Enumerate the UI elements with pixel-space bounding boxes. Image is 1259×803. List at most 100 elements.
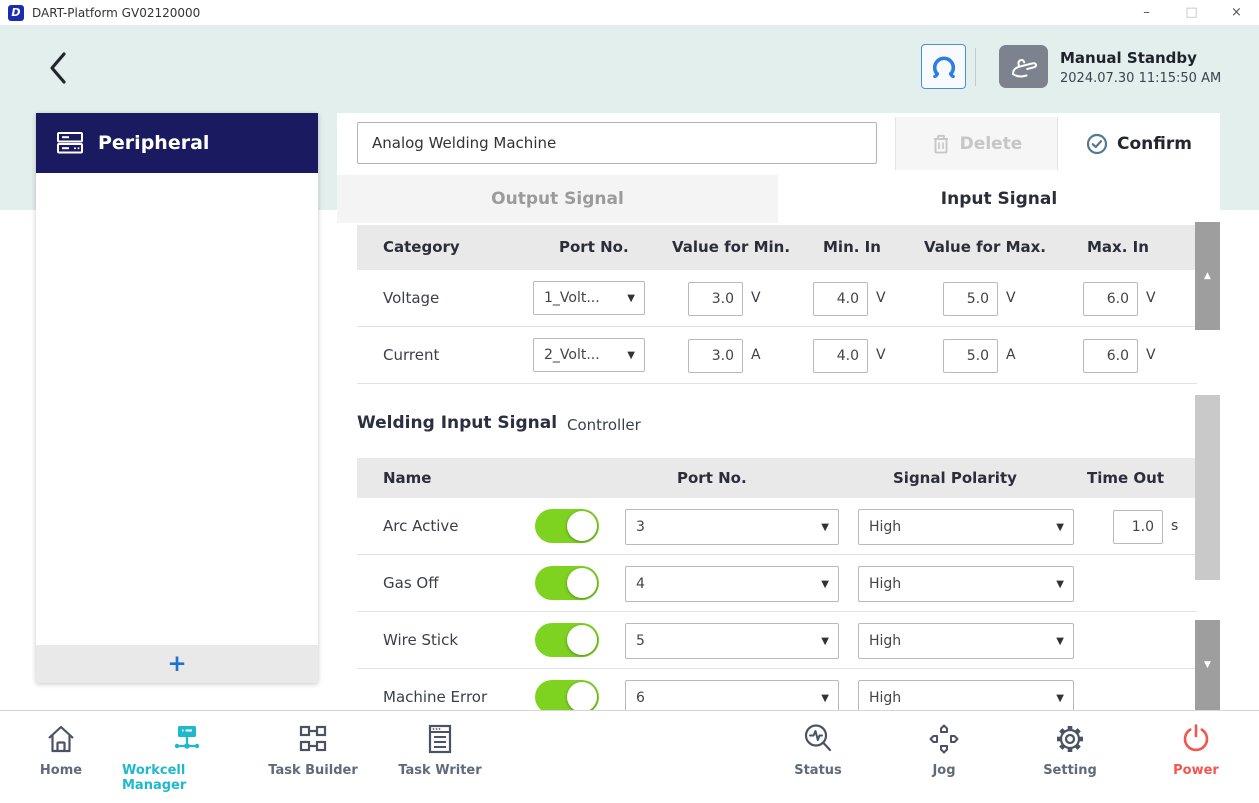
min-in-input[interactable]: 4.0 (813, 282, 868, 316)
nav-workcell-manager[interactable]: Workcell Manager (122, 721, 252, 799)
dropdown-value: 3 (636, 519, 645, 535)
gas-off-port-dropdown[interactable]: 4 ▼ (625, 566, 839, 602)
max-in-input[interactable]: 6.0 (1083, 282, 1138, 316)
nav-setting[interactable]: Setting (1005, 721, 1135, 799)
signal-name-label: Arc Active (383, 517, 459, 535)
col-value-max: Value for Max. (924, 238, 1046, 256)
add-peripheral-button[interactable]: + (36, 645, 318, 683)
min-in-input[interactable]: 4.0 (813, 339, 868, 373)
unit-label: V (876, 290, 886, 306)
gas-off-polarity-dropdown[interactable]: High ▼ (858, 566, 1074, 602)
robot-status-label: Manual Standby (1060, 49, 1197, 67)
wire-stick-polarity-dropdown[interactable]: High ▼ (858, 623, 1074, 659)
col-signal-polarity: Signal Polarity (893, 469, 1017, 487)
minimize-button[interactable]: – (1143, 5, 1150, 20)
machine-error-toggle[interactable] (535, 680, 599, 710)
sidebar-title: Peripheral (98, 132, 210, 154)
max-in-input[interactable]: 6.0 (1083, 339, 1138, 373)
nav-task-writer[interactable]: Task Writer (375, 721, 505, 799)
nav-label: Jog (932, 763, 956, 778)
unit-label: V (1146, 347, 1156, 363)
arc-active-port-dropdown[interactable]: 3 ▼ (625, 509, 839, 545)
plus-icon: + (167, 650, 187, 677)
close-button[interactable]: × (1231, 5, 1242, 20)
window-controls: – □ × (1124, 0, 1259, 25)
main-panel: Delete Confirm Output Signal Input Signa… (337, 113, 1220, 710)
tab-input-signal[interactable]: Input Signal (778, 175, 1220, 223)
dropdown-value: 5 (636, 633, 645, 649)
nav-power[interactable]: Power (1131, 721, 1259, 799)
category-label: Voltage (383, 289, 440, 307)
sidebar-item-peripheral[interactable]: Peripheral (36, 113, 318, 173)
maximize-button[interactable]: □ (1185, 5, 1198, 20)
delete-label: Delete (959, 133, 1023, 154)
value-for-min-input[interactable]: 3.0 (688, 339, 743, 373)
manual-mode-badge (999, 45, 1048, 88)
delete-button[interactable]: Delete (895, 117, 1057, 170)
machine-error-port-dropdown[interactable]: 6 ▼ (625, 680, 839, 710)
col-port: Port No. (559, 238, 629, 256)
robot-gripper-button[interactable] (921, 44, 966, 89)
bottom-navigation: Home Workcell Manager (0, 710, 1259, 803)
wire-stick-toggle[interactable] (535, 623, 599, 657)
chevron-down-icon: ▼ (821, 578, 829, 590)
confirm-button[interactable]: Confirm (1057, 117, 1220, 170)
jog-icon (929, 724, 959, 754)
col-category: Category (383, 238, 460, 256)
col-min-in: Min. In (823, 238, 881, 256)
col-max-in: Max. In (1087, 238, 1149, 256)
chevron-down-icon: ▼ (1056, 692, 1064, 704)
tab-output-signal[interactable]: Output Signal (337, 175, 778, 223)
machine-error-polarity-dropdown[interactable]: High ▼ (858, 680, 1074, 710)
hand-icon (1011, 58, 1037, 77)
tab-input-label: Input Signal (940, 189, 1058, 209)
unit-label: V (751, 290, 761, 306)
signal-name-label: Wire Stick (383, 631, 459, 649)
welding-section-title: Welding Input Signal (357, 413, 558, 433)
voltage-port-dropdown[interactable]: 1_Volt... ▼ (533, 281, 645, 315)
nav-jog[interactable]: Jog (879, 721, 1009, 799)
machine-name-input[interactable] (357, 122, 877, 164)
welding-section-subtitle: Controller (567, 416, 641, 434)
peripheral-icon (57, 132, 83, 154)
welding-row-machine-error: Machine Error 6 ▼ High ▼ (357, 669, 1197, 710)
dropdown-value: High (869, 690, 902, 706)
unit-label: A (751, 347, 761, 363)
arc-active-timeout-input[interactable]: 1.0 (1113, 510, 1163, 544)
scroll-down-button[interactable]: ▼ (1195, 620, 1220, 710)
gas-off-toggle[interactable] (535, 566, 599, 600)
power-icon (1183, 724, 1209, 752)
scrollbar-thumb[interactable] (1195, 395, 1220, 580)
value-for-min-input[interactable]: 3.0 (688, 282, 743, 316)
arc-active-polarity-dropdown[interactable]: High ▼ (858, 509, 1074, 545)
toggle-knob (567, 568, 597, 598)
current-port-dropdown[interactable]: 2_Volt... ▼ (533, 338, 645, 372)
dropdown-value: High (869, 519, 902, 535)
signal-name-label: Machine Error (383, 688, 488, 706)
value-for-max-input[interactable]: 5.0 (943, 339, 998, 373)
header-divider (975, 48, 976, 86)
chevron-down-icon: ▼ (821, 635, 829, 647)
back-button[interactable] (38, 46, 78, 90)
triangle-up-icon: ▲ (1204, 271, 1211, 281)
unit-label: V (1146, 290, 1156, 306)
value-for-max-input[interactable]: 5.0 (943, 282, 998, 316)
scroll-up-button[interactable]: ▲ (1195, 222, 1220, 330)
chevron-down-icon: ▼ (1056, 521, 1064, 533)
arc-active-toggle[interactable] (535, 509, 599, 543)
nav-status[interactable]: Status (753, 721, 883, 799)
workcell-manager-icon (174, 726, 200, 749)
status-icon (804, 724, 832, 752)
category-label: Current (383, 346, 440, 364)
col-value-min: Value for Min. (672, 238, 791, 256)
wire-stick-port-dropdown[interactable]: 5 ▼ (625, 623, 839, 659)
unit-label: A (1006, 347, 1016, 363)
welding-row-gas-off: Gas Off 4 ▼ High ▼ (357, 555, 1197, 612)
nav-task-builder[interactable]: Task Builder (248, 721, 378, 799)
toggle-knob (567, 682, 597, 710)
analog-row-current: Current 2_Volt... ▼ 3.0 A 4.0 V 5.0 A 6.… (357, 327, 1197, 384)
unit-label: V (1006, 290, 1016, 306)
analog-row-voltage: Voltage 1_Volt... ▼ 3.0 V 4.0 V 5.0 V 6.… (357, 270, 1197, 327)
peripheral-sidebar: Peripheral + (36, 113, 318, 683)
nav-home[interactable]: Home (0, 721, 126, 799)
